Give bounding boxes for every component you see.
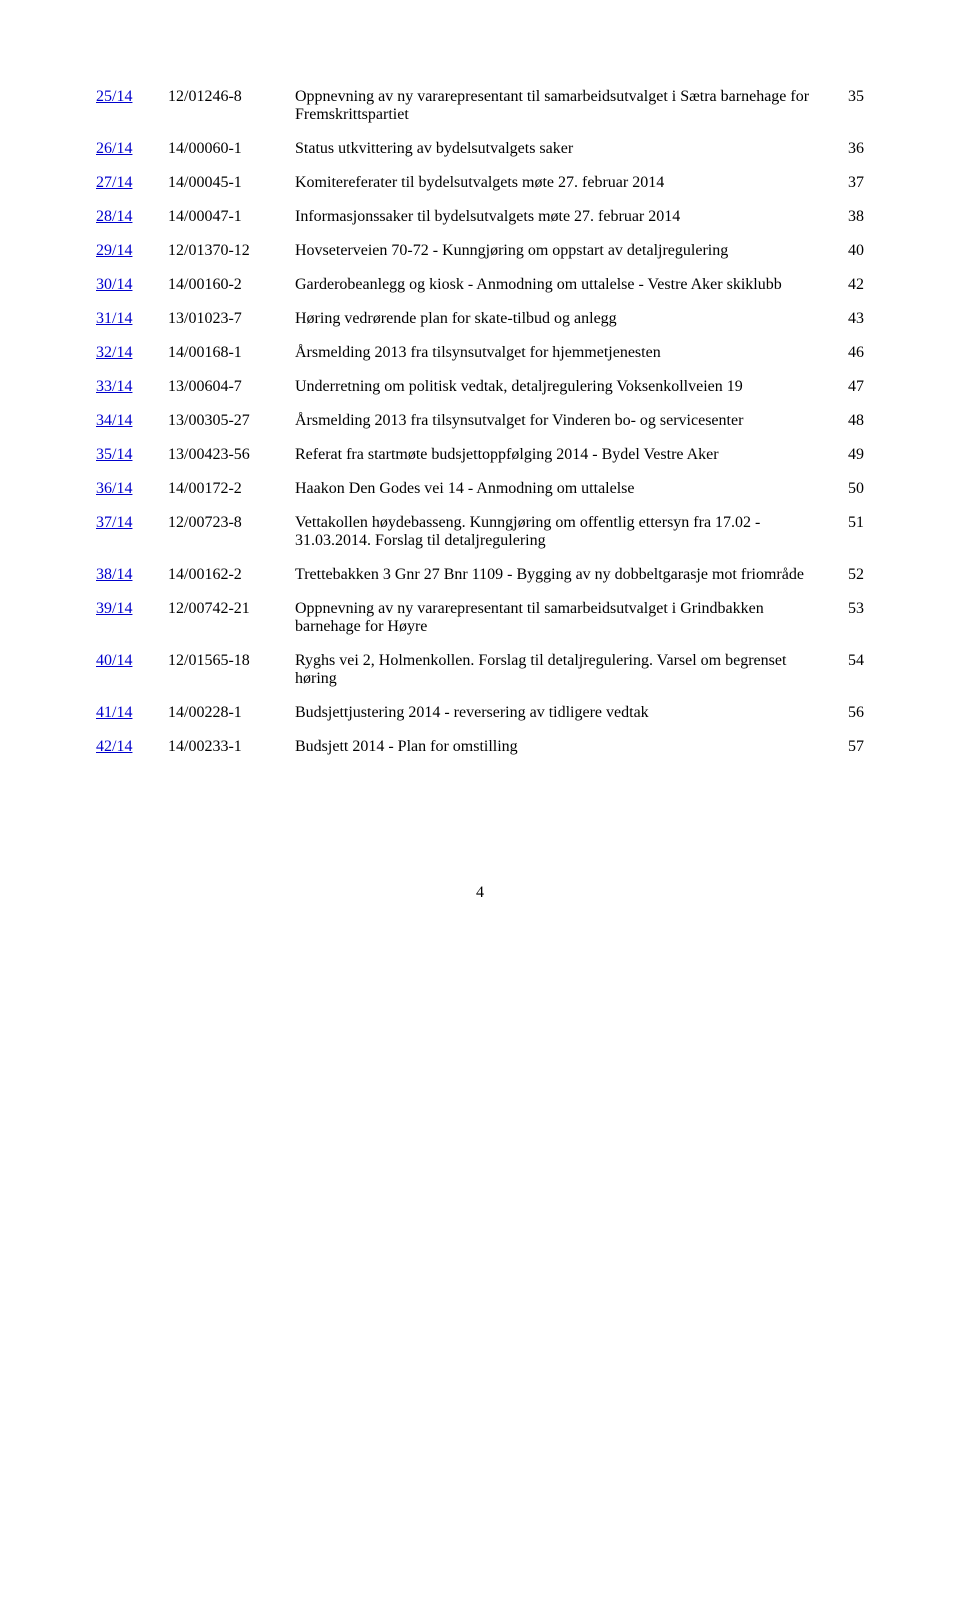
toc-row: 25/1412/01246-8Oppnevning av ny vararepr… bbox=[90, 80, 870, 132]
toc-item-id[interactable]: 39/14 bbox=[90, 592, 162, 644]
toc-item-desc: Referat fra startmøte budsjettoppfølging… bbox=[289, 438, 818, 472]
toc-item-ref: 13/00604-7 bbox=[162, 370, 289, 404]
toc-item-ref: 12/00742-21 bbox=[162, 592, 289, 644]
toc-item-page: 37 bbox=[818, 166, 870, 200]
toc-item-id[interactable]: 38/14 bbox=[90, 558, 162, 592]
toc-item-ref: 14/00047-1 bbox=[162, 200, 289, 234]
toc-item-desc: Årsmelding 2013 fra tilsynsutvalget for … bbox=[289, 404, 818, 438]
toc-item-desc: Oppnevning av ny vararepresentant til sa… bbox=[289, 592, 818, 644]
toc-item-id[interactable]: 29/14 bbox=[90, 234, 162, 268]
toc-item-ref: 13/00423-56 bbox=[162, 438, 289, 472]
page-number: 4 bbox=[90, 884, 870, 902]
toc-item-ref: 14/00172-2 bbox=[162, 472, 289, 506]
toc-item-page: 56 bbox=[818, 696, 870, 730]
toc-item-desc: Garderobeanlegg og kiosk - Anmodning om … bbox=[289, 268, 818, 302]
toc-row: 39/1412/00742-21Oppnevning av ny vararep… bbox=[90, 592, 870, 644]
toc-row: 35/1413/00423-56Referat fra startmøte bu… bbox=[90, 438, 870, 472]
toc-item-id[interactable]: 27/14 bbox=[90, 166, 162, 200]
toc-item-ref: 14/00162-2 bbox=[162, 558, 289, 592]
toc-item-desc: Budsjett 2014 - Plan for omstilling bbox=[289, 730, 818, 764]
toc-item-ref: 13/00305-27 bbox=[162, 404, 289, 438]
toc-item-id[interactable]: 31/14 bbox=[90, 302, 162, 336]
toc-item-ref: 12/00723-8 bbox=[162, 506, 289, 558]
toc-item-id[interactable]: 28/14 bbox=[90, 200, 162, 234]
toc-item-id[interactable]: 26/14 bbox=[90, 132, 162, 166]
toc-item-page: 38 bbox=[818, 200, 870, 234]
toc-row: 42/1414/00233-1Budsjett 2014 - Plan for … bbox=[90, 730, 870, 764]
toc-row: 29/1412/01370-12Hovseterveien 70-72 - Ku… bbox=[90, 234, 870, 268]
toc-item-ref: 14/00045-1 bbox=[162, 166, 289, 200]
toc-item-ref: 14/00233-1 bbox=[162, 730, 289, 764]
toc-item-page: 36 bbox=[818, 132, 870, 166]
toc-item-id[interactable]: 30/14 bbox=[90, 268, 162, 302]
toc-item-ref: 12/01370-12 bbox=[162, 234, 289, 268]
toc-item-page: 40 bbox=[818, 234, 870, 268]
toc-item-desc: Status utkvittering av bydelsutvalgets s… bbox=[289, 132, 818, 166]
toc-item-desc: Informasjonssaker til bydelsutvalgets mø… bbox=[289, 200, 818, 234]
toc-item-page: 51 bbox=[818, 506, 870, 558]
toc-item-id[interactable]: 34/14 bbox=[90, 404, 162, 438]
toc-row: 41/1414/00228-1Budsjettjustering 2014 - … bbox=[90, 696, 870, 730]
toc-item-page: 35 bbox=[818, 80, 870, 132]
toc-row: 36/1414/00172-2Haakon Den Godes vei 14 -… bbox=[90, 472, 870, 506]
toc-item-ref: 12/01565-18 bbox=[162, 644, 289, 696]
toc-item-id[interactable]: 37/14 bbox=[90, 506, 162, 558]
toc-item-page: 50 bbox=[818, 472, 870, 506]
toc-table: 25/1412/01246-8Oppnevning av ny vararepr… bbox=[90, 80, 870, 764]
toc-item-id[interactable]: 40/14 bbox=[90, 644, 162, 696]
toc-item-page: 46 bbox=[818, 336, 870, 370]
toc-item-desc: Årsmelding 2013 fra tilsynsutvalget for … bbox=[289, 336, 818, 370]
toc-item-id[interactable]: 25/14 bbox=[90, 80, 162, 132]
toc-item-ref: 12/01246-8 bbox=[162, 80, 289, 132]
toc-row: 33/1413/00604-7Underretning om politisk … bbox=[90, 370, 870, 404]
toc-item-page: 53 bbox=[818, 592, 870, 644]
toc-item-page: 47 bbox=[818, 370, 870, 404]
toc-item-desc: Oppnevning av ny vararepresentant til sa… bbox=[289, 80, 818, 132]
toc-item-page: 57 bbox=[818, 730, 870, 764]
toc-item-id[interactable]: 32/14 bbox=[90, 336, 162, 370]
toc-item-desc: Hovseterveien 70-72 - Kunngjøring om opp… bbox=[289, 234, 818, 268]
toc-item-page: 52 bbox=[818, 558, 870, 592]
toc-item-ref: 14/00060-1 bbox=[162, 132, 289, 166]
toc-row: 26/1414/00060-1Status utkvittering av by… bbox=[90, 132, 870, 166]
toc-item-desc: Høring vedrørende plan for skate-tilbud … bbox=[289, 302, 818, 336]
toc-row: 34/1413/00305-27Årsmelding 2013 fra tils… bbox=[90, 404, 870, 438]
toc-row: 37/1412/00723-8Vettakollen høydebasseng.… bbox=[90, 506, 870, 558]
toc-item-id[interactable]: 35/14 bbox=[90, 438, 162, 472]
toc-item-page: 43 bbox=[818, 302, 870, 336]
toc-item-page: 54 bbox=[818, 644, 870, 696]
toc-row: 28/1414/00047-1Informasjonssaker til byd… bbox=[90, 200, 870, 234]
toc-row: 30/1414/00160-2Garderobeanlegg og kiosk … bbox=[90, 268, 870, 302]
toc-item-id[interactable]: 33/14 bbox=[90, 370, 162, 404]
toc-item-page: 42 bbox=[818, 268, 870, 302]
toc-item-desc: Vettakollen høydebasseng. Kunngjøring om… bbox=[289, 506, 818, 558]
toc-item-desc: Haakon Den Godes vei 14 - Anmodning om u… bbox=[289, 472, 818, 506]
toc-item-ref: 14/00168-1 bbox=[162, 336, 289, 370]
toc-row: 40/1412/01565-18Ryghs vei 2, Holmenkolle… bbox=[90, 644, 870, 696]
toc-item-ref: 14/00160-2 bbox=[162, 268, 289, 302]
toc-item-id[interactable]: 41/14 bbox=[90, 696, 162, 730]
toc-row: 27/1414/00045-1Komitereferater til bydel… bbox=[90, 166, 870, 200]
toc-row: 31/1413/01023-7Høring vedrørende plan fo… bbox=[90, 302, 870, 336]
toc-item-id[interactable]: 36/14 bbox=[90, 472, 162, 506]
toc-row: 32/1414/00168-1Årsmelding 2013 fra tilsy… bbox=[90, 336, 870, 370]
toc-item-ref: 14/00228-1 bbox=[162, 696, 289, 730]
toc-item-ref: 13/01023-7 bbox=[162, 302, 289, 336]
toc-item-desc: Budsjettjustering 2014 - reversering av … bbox=[289, 696, 818, 730]
toc-item-desc: Underretning om politisk vedtak, detaljr… bbox=[289, 370, 818, 404]
toc-item-desc: Komitereferater til bydelsutvalgets møte… bbox=[289, 166, 818, 200]
toc-item-desc: Ryghs vei 2, Holmenkollen. Forslag til d… bbox=[289, 644, 818, 696]
toc-item-id[interactable]: 42/14 bbox=[90, 730, 162, 764]
toc-item-page: 49 bbox=[818, 438, 870, 472]
toc-item-desc: Trettebakken 3 Gnr 27 Bnr 1109 - Bygging… bbox=[289, 558, 818, 592]
toc-item-page: 48 bbox=[818, 404, 870, 438]
toc-row: 38/1414/00162-2Trettebakken 3 Gnr 27 Bnr… bbox=[90, 558, 870, 592]
